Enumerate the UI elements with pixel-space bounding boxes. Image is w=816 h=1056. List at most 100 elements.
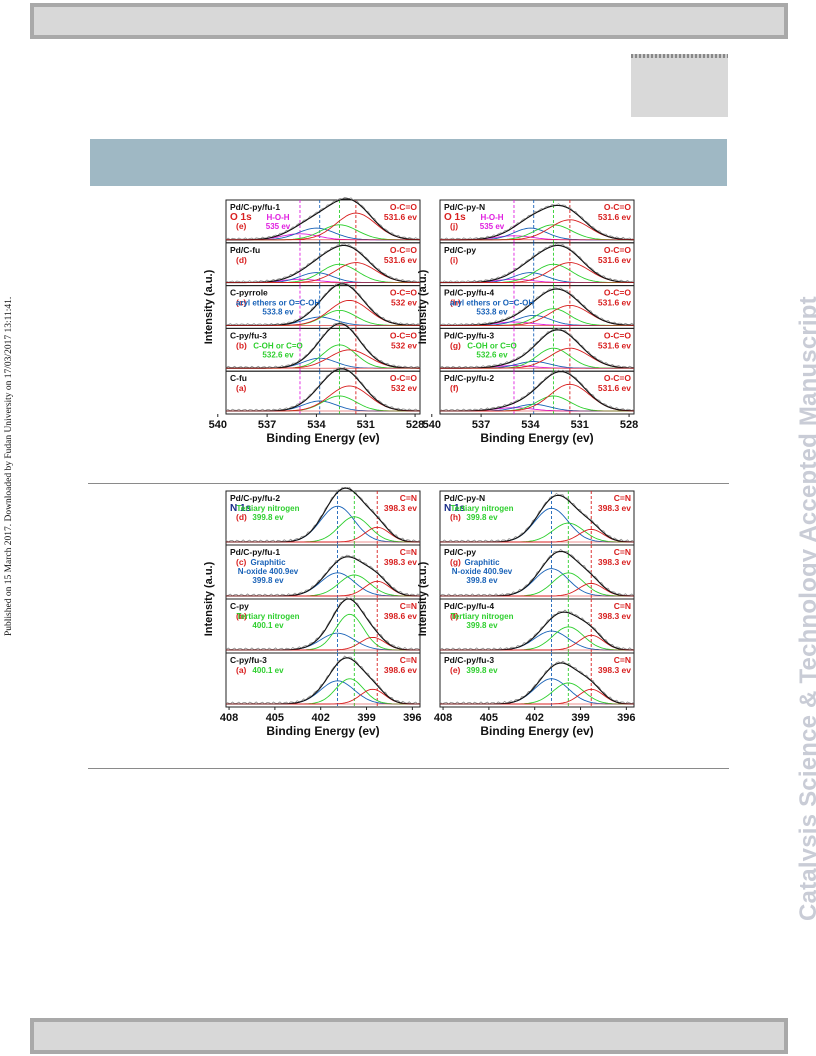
peak-annotation-label: 399.8 ev [252, 576, 284, 585]
panel-frame [225, 370, 421, 415]
panel-frame [225, 652, 421, 708]
peak-assignment-label: O-C=O [390, 373, 418, 383]
header-bar [30, 3, 788, 39]
raw-spectrum-curve [439, 609, 635, 651]
peak-annotation-label: Tertiary nitrogen [237, 612, 300, 621]
panel-sample-label: Pd/C-py-N [444, 493, 485, 503]
x-tick-label: 405 [266, 712, 284, 724]
peak-assignment-label: 531.6 ev [598, 298, 631, 308]
x-tick-label: 531 [571, 419, 589, 431]
fit-sum-curve [440, 244, 634, 284]
xps-o1s-chart-right: Intensity (a.u.)Pd/C-py-NO 1s(j)O-C=O531… [417, 199, 638, 445]
peak-assignment-label: O-C=O [390, 245, 418, 255]
panel-sample-label: C-py [230, 601, 249, 611]
peak-annotation-label: 532.6 ev [476, 350, 508, 359]
core-level-label: O 1s [230, 212, 252, 223]
peak-assignment-label: O-C=O [604, 202, 632, 212]
watermark-text: Catalysis Science & Technology Accepted … [795, 296, 816, 921]
peak-annotation-label: N-oxide 400.9ev [238, 567, 299, 576]
peak-assignment-label: 398.3 ev [384, 557, 417, 567]
peak-annotation-label: 399.8 ev [252, 513, 284, 522]
peak-annotation-label: 399.8 ev [466, 576, 498, 585]
core-level-label: N 1s [230, 503, 252, 514]
panel-frame [439, 370, 635, 415]
peak-assignment-label: C=N [614, 547, 631, 557]
panel-letter: (a) [236, 383, 247, 393]
y-axis-label: Intensity (a.u.) [417, 269, 429, 344]
peak-assignment-label: 532 ev [391, 383, 417, 393]
panel-sample-label: C-py/fu-3 [230, 330, 267, 340]
panel-sample-label: Pd/C-py/fu-3 [444, 330, 494, 340]
panel-sample-label: Pd/C-py [444, 547, 476, 557]
peak-annotation-label: Tertiary nitrogen [451, 504, 514, 513]
x-axis-label: Binding Energy (ev) [266, 724, 379, 738]
peak-annotation-label: H-O-H [266, 213, 289, 222]
peak-assignment-label: C=N [400, 655, 417, 665]
peak-annotation-label: 399.8 ev [466, 513, 498, 522]
download-note-text: Published on 15 March 2017. Downloaded b… [4, 296, 14, 636]
peak-annotation-label: N-oxide 400.9ev [452, 567, 513, 576]
download-note: Published on 15 March 2017. Downloaded b… [2, 246, 20, 646]
peak-annotation-label: aryl ethers or O=C-OH [450, 299, 534, 308]
peak-annotation-label: Tertiary nitrogen [237, 504, 300, 513]
panel-letter: (d) [236, 255, 247, 265]
peak-assignment-label: C=N [614, 655, 631, 665]
divider-line [88, 768, 729, 769]
fit-component-curve [226, 357, 420, 369]
fit-component-curve [226, 688, 420, 705]
y-axis-label: Intensity (a.u.) [203, 561, 215, 636]
x-tick-label: 408 [220, 712, 238, 724]
x-tick-label: 396 [403, 712, 421, 724]
peak-assignment-label: C=N [400, 601, 417, 611]
core-level-label: O 1s [444, 212, 466, 223]
panel-letter: (i) [450, 255, 458, 265]
panel-letter: (f) [450, 611, 459, 621]
panel-letter: (h) [450, 512, 461, 522]
panel-frame [439, 652, 635, 708]
peak-assignment-label: O-C=O [604, 245, 632, 255]
peak-assignment-label: O-C=O [390, 202, 418, 212]
x-tick-label: 537 [472, 419, 490, 431]
peak-annotation-label: 532.6 ev [262, 350, 294, 359]
peak-annotation-label: C-OH or C=O [253, 341, 303, 350]
peak-assignment-label: 398.3 ev [598, 557, 631, 567]
panel-letter: (g) [450, 557, 461, 567]
x-tick-label: 534 [521, 419, 540, 431]
panel-sample-label: Pd/C-py [444, 245, 476, 255]
fit-component-curve [226, 526, 421, 543]
x-axis-label: Binding Energy (ev) [266, 431, 379, 445]
x-tick-label: 405 [480, 712, 498, 724]
peak-assignment-label: 398.3 ev [384, 503, 417, 513]
peak-assignment-label: C=N [614, 493, 631, 503]
panel-sample-label: C-py/fu-3 [230, 655, 267, 665]
y-axis-label: Intensity (a.u.) [203, 269, 215, 344]
x-tick-label: 408 [434, 712, 452, 724]
panel-sample-label: Pd/C-py/fu-1 [230, 202, 280, 212]
x-tick-label: 531 [357, 419, 375, 431]
panel-letter: (f) [450, 383, 459, 393]
peak-assignment-label: O-C=O [390, 288, 418, 298]
peak-annotation-label: 399.8 ev [466, 621, 498, 630]
logo-barcode-strip [631, 54, 728, 58]
panel-sample-label: C-pyrrole [230, 288, 268, 298]
peak-assignment-label: 531.6 ev [598, 255, 631, 265]
fit-component-curve [440, 626, 634, 651]
peak-assignment-label: O-C=O [390, 330, 418, 340]
peak-assignment-label: O-C=O [604, 330, 632, 340]
fit-component-curve [226, 636, 420, 651]
x-axis-label: Binding Energy (ev) [480, 431, 593, 445]
peak-annotation-label: H-O-H [480, 213, 503, 222]
xps-o1s-chart-left: Intensity (a.u.) Pd/C-py/fu-1O 1s(e) O-C=O… [203, 196, 424, 445]
raw-spectrum-curve [225, 554, 421, 597]
peak-assignment-label: 532 ev [391, 298, 417, 308]
peak-annotation-label: Tertiary nitrogen [451, 612, 514, 621]
panel-letter: (b) [236, 611, 247, 621]
panel-letter: (a) [236, 665, 247, 675]
x-tick-label: 528 [620, 419, 638, 431]
peak-annotation-label: 535 ev [266, 222, 291, 231]
peak-assignment-label: 531.6 ev [598, 383, 631, 393]
peak-annotation-label: Graphitic [250, 558, 286, 567]
panel-letter: (e) [450, 665, 461, 675]
panel-letter: (g) [450, 340, 461, 350]
panel-letter: (h) [450, 298, 461, 308]
